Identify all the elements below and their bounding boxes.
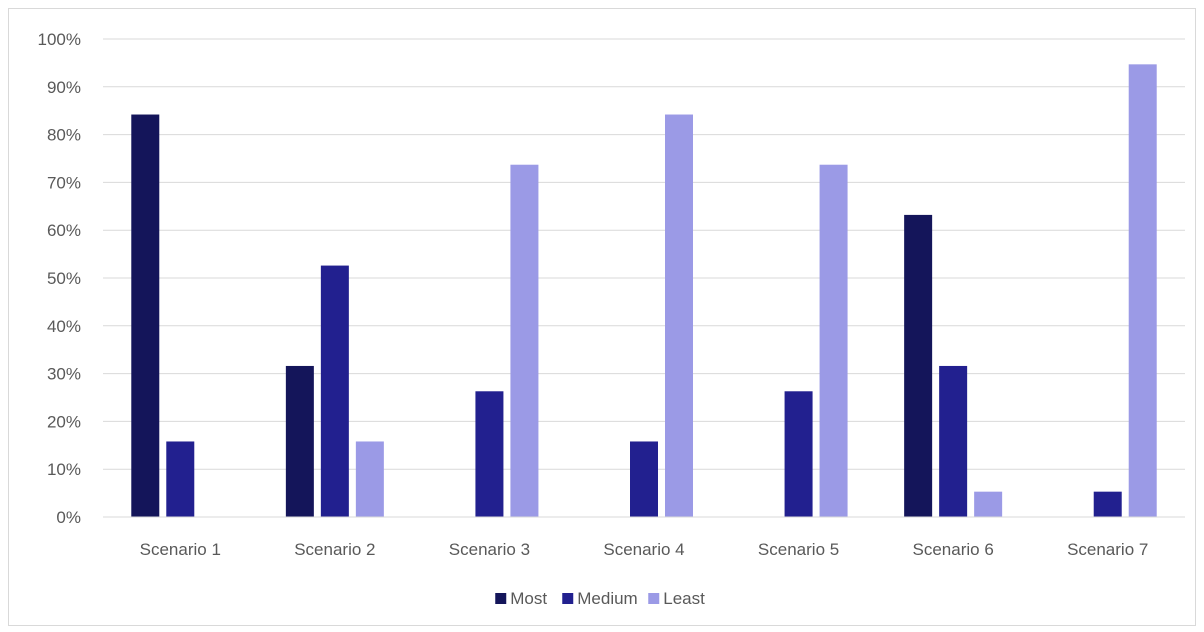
x-tick-label: Scenario 1 (140, 540, 221, 559)
bar-medium-6 (939, 365, 968, 517)
bar-least-4 (665, 114, 693, 518)
bar-medium-2 (320, 265, 349, 517)
legend-swatch-most (495, 593, 507, 604)
bar-least-2 (355, 441, 384, 517)
bar-medium-3 (475, 391, 504, 517)
y-tick-label: 100% (38, 30, 81, 49)
bar-least-5 (819, 164, 848, 518)
bars (131, 64, 1157, 518)
bar-medium-7 (1093, 491, 1122, 517)
y-axis-ticks: 0% 10% 20% 30% 40% 50% 60% 70% 80% 90% 100% (38, 30, 81, 527)
bar-least-7 (1128, 64, 1157, 518)
bar-medium-4 (630, 441, 658, 517)
x-tick-label: Scenario 5 (758, 540, 839, 559)
x-tick-label: Scenario 3 (449, 540, 530, 559)
legend-label-most: Most (510, 589, 547, 608)
x-tick-label: Scenario 4 (603, 540, 684, 559)
y-tick-label: 0% (56, 508, 81, 527)
y-tick-label: 40% (47, 317, 81, 336)
bar-most-1 (131, 114, 160, 518)
y-tick-label: 90% (47, 78, 81, 97)
y-tick-label: 20% (47, 412, 81, 431)
y-tick-label: 60% (47, 221, 81, 240)
x-tick-label: Scenario 2 (294, 540, 375, 559)
gridlines (103, 38, 1185, 470)
bar-medium-1 (166, 441, 195, 517)
x-axis-ticks: Scenario 1 Scenario 2 Scenario 3 Scenario 4… (140, 540, 1149, 559)
y-tick-label: 70% (47, 173, 81, 192)
legend-swatch-medium (562, 593, 574, 604)
x-tick-label: Scenario 7 (1067, 540, 1148, 559)
bar-chart: 0% 10% 20% 30% 40% 50% 60% 70% 80% 90% 100% Scenar… (38, 30, 1185, 608)
bar-least-6 (974, 491, 1003, 517)
legend: Most Medium Least (495, 589, 705, 608)
bar-most-6 (904, 214, 933, 518)
legend-swatch-least (648, 593, 660, 604)
chart-frame: 0% 10% 20% 30% 40% 50% 60% 70% 80% 90% 100% Scenar… (8, 8, 1196, 626)
y-tick-label: 50% (47, 269, 81, 288)
y-tick-label: 10% (47, 460, 81, 479)
bar-least-3 (510, 164, 539, 518)
y-tick-label: 30% (47, 365, 81, 384)
x-tick-label: Scenario 6 (913, 540, 994, 559)
y-tick-label: 80% (47, 126, 81, 145)
bar-most-2 (285, 365, 314, 517)
legend-label-least: Least (663, 589, 705, 608)
legend-label-medium: Medium (577, 589, 637, 608)
bar-medium-5 (784, 391, 813, 517)
